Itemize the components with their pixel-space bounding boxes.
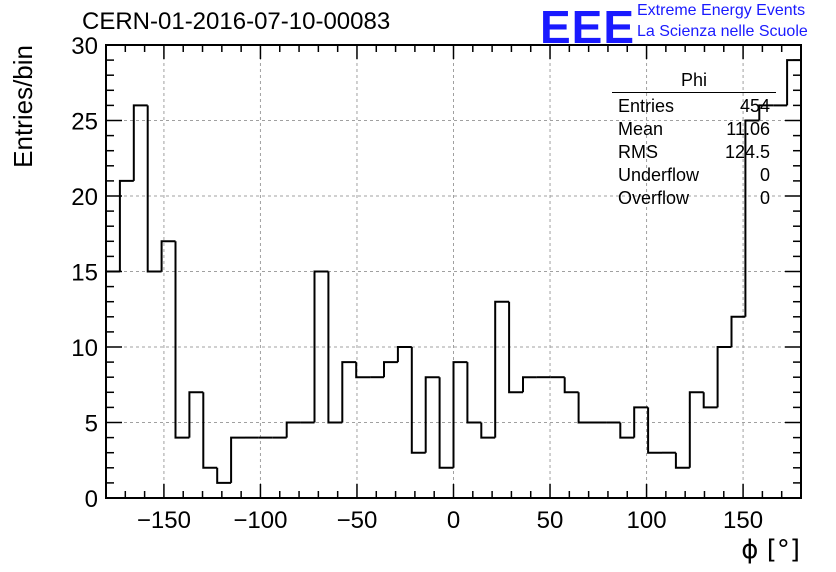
stats-label: Entries bbox=[618, 96, 675, 116]
stats-value: 0 bbox=[759, 165, 770, 185]
stats-title: Phi bbox=[612, 70, 776, 93]
eee-logo: EEE bbox=[540, 1, 636, 53]
histogram-bin bbox=[146, 105, 162, 273]
histogram-bin bbox=[758, 104, 774, 121]
histogram-bin bbox=[230, 436, 245, 483]
y-tick-label: 0 bbox=[85, 486, 98, 513]
stats-label: Overflow bbox=[618, 188, 690, 208]
y-axis-label: Entries/bin bbox=[8, 45, 38, 168]
stats-value: 11.06 bbox=[726, 119, 770, 139]
histogram-bin bbox=[132, 104, 148, 181]
histogram-layer bbox=[105, 59, 801, 498]
y-tick-label: 20 bbox=[71, 184, 98, 211]
histogram-bin bbox=[341, 361, 357, 423]
run-title: CERN-01-2016-07-10-00083 bbox=[82, 8, 391, 35]
histogram-bin bbox=[188, 391, 204, 438]
histogram-bin bbox=[480, 422, 496, 439]
histogram-bin bbox=[522, 376, 537, 393]
y-tick-label: 10 bbox=[71, 335, 98, 362]
stats-label: RMS bbox=[618, 142, 658, 162]
histogram-bin bbox=[383, 361, 398, 378]
axis-layer: −150 −100 −50 0 50 100 150 0 5 10 15 20 25 30 bbox=[71, 33, 802, 534]
histogram-bin bbox=[105, 270, 120, 498]
logo-line-1: Extreme Energy Events bbox=[637, 2, 806, 19]
histogram-bin bbox=[563, 377, 579, 394]
stats-value: 0 bbox=[759, 188, 770, 208]
histogram-bin bbox=[410, 347, 426, 454]
stats-row-underflow: Underflow 0 bbox=[612, 164, 776, 187]
histogram-bin bbox=[702, 392, 718, 409]
histogram-bin bbox=[633, 406, 649, 438]
histogram-bin bbox=[160, 240, 176, 272]
stats-value: 124.5 bbox=[724, 142, 770, 162]
x-tick-label: −50 bbox=[337, 507, 378, 534]
histogram-bin bbox=[285, 421, 301, 438]
histogram-bin bbox=[424, 376, 440, 453]
x-tick-label: 50 bbox=[537, 507, 564, 534]
stats-box: Phi Entries 454 Mean 11.06 RMS 124.5 Und… bbox=[612, 70, 776, 210]
stats-value: 454 bbox=[739, 96, 770, 116]
histogram-bin bbox=[577, 392, 593, 424]
y-tick-label: 25 bbox=[71, 109, 98, 136]
histogram-bin bbox=[174, 241, 190, 439]
x-tick-label: −150 bbox=[137, 507, 191, 534]
stats-label: Mean bbox=[618, 119, 664, 139]
histogram-bin bbox=[674, 452, 690, 469]
histogram-bin bbox=[466, 362, 482, 424]
stats-row-mean: Mean 11.06 bbox=[612, 118, 776, 141]
stats-row-overflow: Overflow 0 bbox=[612, 187, 776, 210]
histogram-bin bbox=[647, 407, 662, 454]
histogram-bin bbox=[327, 271, 343, 424]
histogram-bin bbox=[688, 391, 704, 468]
x-axis-label: ϕ [°] bbox=[741, 535, 800, 565]
histogram-bin bbox=[716, 346, 732, 408]
x-tick-label: −100 bbox=[233, 507, 287, 534]
y-tick-label: 5 bbox=[85, 411, 98, 438]
stats-label: Underflow bbox=[618, 165, 700, 185]
logo-line-2: La Scienza nelle Scuole bbox=[637, 23, 808, 40]
histogram-bin bbox=[619, 422, 635, 439]
grid-layer bbox=[106, 45, 801, 498]
histogram-bin bbox=[786, 59, 801, 106]
y-tick-label: 30 bbox=[71, 33, 98, 60]
y-tick-label: 15 bbox=[71, 260, 98, 287]
histogram-bin bbox=[202, 392, 218, 469]
histogram-bin bbox=[744, 119, 760, 317]
histogram-bin bbox=[452, 361, 468, 468]
x-tick-label: 100 bbox=[627, 507, 667, 534]
histogram-bin bbox=[730, 315, 746, 347]
histogram-bin bbox=[508, 301, 523, 394]
histogram-bin bbox=[313, 270, 329, 423]
x-tick-label: 150 bbox=[723, 507, 763, 534]
histogram-bin bbox=[438, 377, 454, 469]
histogram-bin bbox=[118, 179, 134, 272]
histogram-bin bbox=[216, 467, 232, 484]
stats-row-rms: RMS 124.5 bbox=[612, 141, 776, 164]
histogram-bin bbox=[355, 362, 371, 379]
stats-row-entries: Entries 454 bbox=[612, 95, 776, 118]
histogram-bin bbox=[494, 300, 510, 438]
x-tick-label: 0 bbox=[447, 507, 460, 534]
histogram-bin bbox=[396, 346, 412, 363]
